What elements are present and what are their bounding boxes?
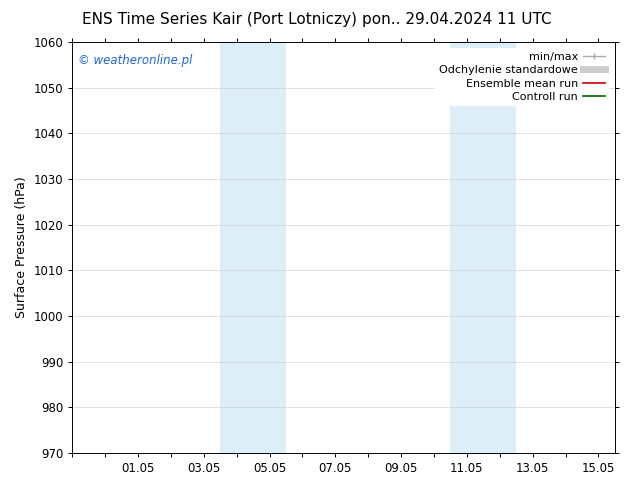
Y-axis label: Surface Pressure (hPa): Surface Pressure (hPa)	[15, 176, 28, 318]
Text: ENS Time Series Kair (Port Lotniczy): ENS Time Series Kair (Port Lotniczy)	[82, 12, 358, 27]
Bar	[450, 42, 516, 453]
Legend: min/max, Odchylenie standardowe, Ensemble mean run, Controll run: min/max, Odchylenie standardowe, Ensembl…	[435, 48, 609, 106]
Bar	[220, 42, 286, 453]
Text: pon.. 29.04.2024 11 UTC: pon.. 29.04.2024 11 UTC	[362, 12, 552, 27]
Text: © weatheronline.pl: © weatheronline.pl	[78, 54, 192, 68]
